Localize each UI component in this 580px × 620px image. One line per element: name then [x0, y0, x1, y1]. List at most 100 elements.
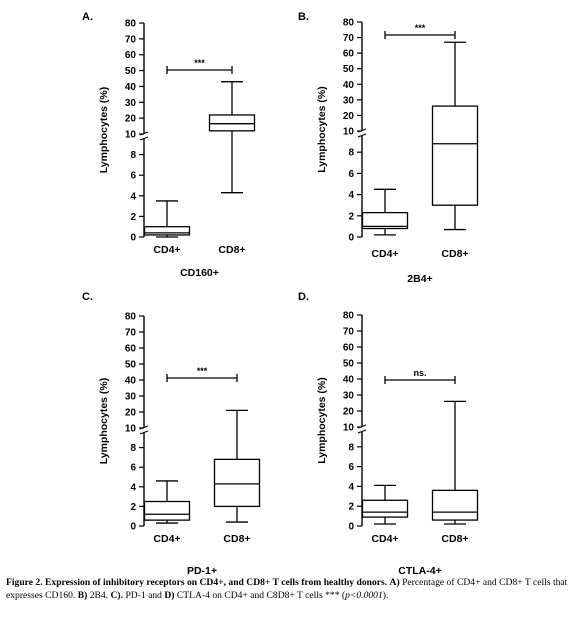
caption-text-b: 2B4. — [89, 589, 109, 601]
box-cd4-pos — [361, 484, 409, 525]
y-tick-label: 40 — [343, 375, 355, 386]
chart-panel-d: D. 0 2 4 6 8 10 20 30 40 50 60 70 80 Lymphocytes (%) CD… — [298, 291, 479, 575]
chart-panel-a: A. 0 2 4 6 8 10 20 30 40 50 60 70 80 Lymphocytes (%) CD… — [82, 11, 256, 279]
box-iqr — [143, 226, 191, 236]
box-cd4-pos — [361, 188, 409, 236]
y-tick-label: 6 — [348, 169, 354, 180]
x-tick-label: CD8+ — [441, 533, 468, 545]
panel-label: A. — [82, 11, 93, 23]
y-axis-title: Lymphocytes (%) — [98, 87, 110, 174]
y-tick-label: 10 — [125, 424, 137, 435]
y-axis-title: Lymphocytes (%) — [316, 377, 328, 464]
caption-title: Expression of inhibitory receptors on CD… — [45, 577, 388, 588]
y-tick-label: 60 — [125, 50, 137, 61]
y-axis-title: Lymphocytes (%) — [316, 86, 328, 173]
x-tick-label: CD4+ — [371, 248, 398, 260]
x-axis-title: CD160+ — [180, 267, 219, 279]
significance-bracket: ns. — [384, 368, 456, 384]
y-tick-label: 80 — [125, 312, 137, 323]
panel-label: B. — [298, 11, 309, 23]
y-tick-label: 0 — [130, 233, 136, 244]
y-tick-label: 6 — [130, 463, 136, 474]
box-cd4-pos — [143, 480, 191, 524]
significance-bracket: *** — [166, 366, 238, 382]
y-tick-label: 8 — [348, 442, 354, 453]
y-tick-label: 8 — [130, 150, 136, 161]
y-tick-label: 4 — [130, 482, 136, 493]
x-axis-title: PD-1+ — [187, 565, 217, 575]
caption-label-d: D) — [164, 589, 175, 601]
x-axis-title: 2B4+ — [407, 273, 432, 285]
x-tick-label: CD8+ — [223, 533, 250, 545]
axis-break-mark — [139, 136, 149, 141]
y-tick-label: 80 — [343, 18, 355, 29]
x-tick-label: CD8+ — [441, 248, 468, 260]
caption-text-a: Percentage of CD4+ and CD8+ T cells that… — [6, 577, 568, 601]
box-iqr — [361, 211, 409, 230]
y-tick-label: 30 — [125, 392, 137, 403]
y-tick-label: 4 — [348, 482, 354, 493]
y-tick-label: 30 — [343, 95, 355, 106]
box-iqr — [213, 458, 261, 508]
y-tick-label: 20 — [343, 111, 355, 122]
caption-figure-label: Figure 2. — [6, 577, 43, 588]
y-tick-label: 30 — [125, 98, 137, 109]
x-tick-label: CD8+ — [218, 244, 245, 256]
y-tick-label: 20 — [125, 408, 137, 419]
y-tick-label: 0 — [348, 522, 354, 533]
y-tick-label: 10 — [125, 130, 137, 141]
caption-label-c: C). — [110, 589, 124, 601]
caption-pvalue: p<0.0001 — [345, 589, 383, 601]
y-tick-label: 30 — [343, 391, 355, 402]
caption-label-b: B) — [77, 589, 88, 601]
axis-break-mark — [357, 133, 367, 138]
y-tick-label: 70 — [125, 34, 137, 45]
box-cd8-pos — [208, 81, 256, 194]
significance-bracket: *** — [384, 23, 456, 39]
box-iqr — [431, 105, 479, 206]
y-tick-label: 60 — [125, 344, 137, 355]
y-tick-label: 70 — [343, 33, 355, 44]
significance-label: ns. — [413, 368, 426, 378]
x-tick-label: CD4+ — [153, 533, 180, 545]
y-tick-label: 2 — [348, 502, 354, 513]
x-axis-title: CTLA-4+ — [398, 565, 441, 575]
y-tick-label: 6 — [130, 171, 136, 182]
box-iqr — [361, 499, 409, 518]
box-iqr — [143, 500, 191, 521]
y-tick-label: 4 — [130, 191, 136, 202]
y-tick-label: 2 — [348, 211, 354, 222]
y-tick-label: 70 — [343, 327, 355, 338]
significance-label: *** — [415, 23, 426, 33]
significance-label: *** — [197, 366, 208, 376]
y-tick-label: 70 — [125, 328, 137, 339]
y-tick-label: 50 — [125, 360, 137, 371]
y-tick-label: 50 — [125, 66, 137, 77]
box-cd8-pos — [431, 41, 479, 231]
y-tick-label: 8 — [130, 443, 136, 454]
box-cd4-pos — [143, 200, 191, 238]
y-tick-label: 20 — [125, 114, 137, 125]
y-tick-label: 8 — [348, 148, 354, 159]
panel-label: C. — [82, 291, 93, 303]
x-tick-label: CD4+ — [371, 533, 398, 545]
y-tick-label: 10 — [343, 423, 355, 434]
y-tick-label: 6 — [348, 462, 354, 473]
y-tick-label: 40 — [343, 80, 355, 91]
box-iqr — [208, 114, 256, 132]
y-tick-label: 4 — [348, 190, 354, 201]
y-tick-label: 60 — [343, 49, 355, 60]
panel-label: D. — [298, 291, 309, 303]
y-tick-label: 60 — [343, 343, 355, 354]
y-tick-label: 50 — [343, 64, 355, 75]
y-tick-label: 40 — [125, 376, 137, 387]
significance-bracket: *** — [166, 58, 233, 74]
figure-caption: Figure 2. Expression of inhibitory recep… — [6, 577, 574, 602]
box-cd8-pos — [431, 400, 479, 525]
box-cd8-pos — [213, 409, 261, 523]
y-tick-label: 80 — [125, 19, 137, 30]
y-tick-label: 0 — [130, 522, 136, 533]
significance-label: *** — [194, 58, 205, 68]
x-tick-label: CD4+ — [153, 244, 180, 256]
